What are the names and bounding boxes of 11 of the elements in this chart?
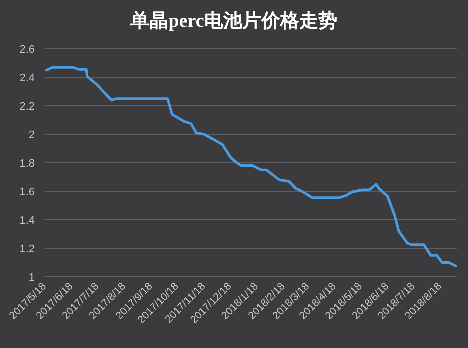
y-tick-label: 1.2 (20, 244, 35, 256)
y-tick-label: 2.6 (20, 44, 35, 56)
y-tick-label: 1.6 (20, 186, 35, 198)
y-tick-label: 1.8 (20, 158, 35, 170)
y-tick-label: 1 (28, 272, 35, 284)
y-tick-label: 2.2 (20, 101, 35, 113)
y-tick-label: 2.4 (20, 72, 35, 84)
line-series (45, 66, 458, 268)
y-tick-label: 1.4 (20, 215, 35, 227)
chart-title: 单晶perc电池片价格走势 (130, 10, 338, 32)
y-tick-label: 2 (28, 130, 35, 142)
